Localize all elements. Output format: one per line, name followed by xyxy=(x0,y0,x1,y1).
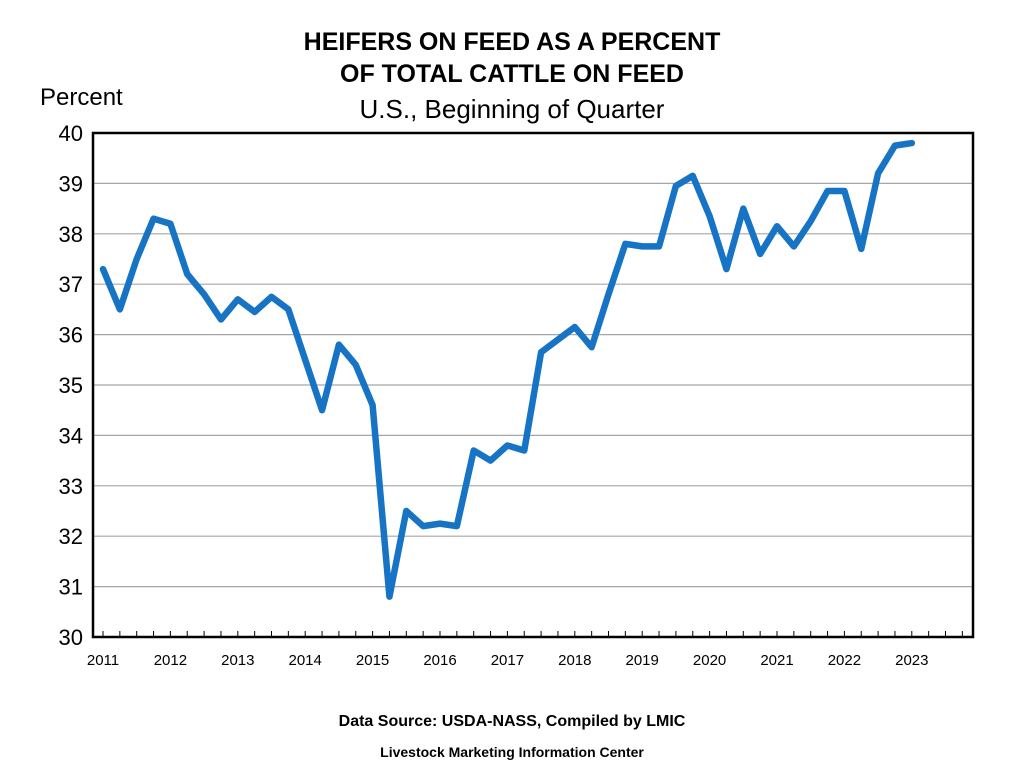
x-tick-label-2020: 2020 xyxy=(693,652,726,669)
data-point xyxy=(504,442,510,448)
y-tick-label-35: 35 xyxy=(59,373,83,398)
y-tick-label-36: 36 xyxy=(59,323,83,348)
data-point xyxy=(151,216,157,222)
x-tick-label-2014: 2014 xyxy=(289,652,322,669)
data-point xyxy=(302,357,308,363)
data-point xyxy=(285,306,291,312)
data-point xyxy=(707,213,713,219)
chart-title-line-1: HEIFERS ON FEED AS A PERCENT xyxy=(304,28,721,56)
data-point xyxy=(825,188,831,194)
data-point xyxy=(218,316,224,322)
data-point xyxy=(740,206,746,212)
x-tick-label-2022: 2022 xyxy=(828,652,861,669)
data-point xyxy=(791,243,797,249)
x-tick-label-2018: 2018 xyxy=(558,652,591,669)
y-tick-label-40: 40 xyxy=(59,121,83,146)
y-axis-ticks: 30 31 32 33 34 35 36 37 38 39 40 xyxy=(59,121,83,650)
data-point xyxy=(386,594,392,600)
series-line-0 xyxy=(99,139,916,600)
x-tick-label-2019: 2019 xyxy=(626,652,659,669)
data-point xyxy=(403,508,409,514)
data-point xyxy=(875,170,881,176)
data-point xyxy=(639,243,645,249)
data-point xyxy=(521,448,527,454)
data-point xyxy=(858,246,864,252)
data-point xyxy=(572,324,578,330)
y-axis-label: Percent xyxy=(40,84,123,111)
data-point xyxy=(252,309,258,315)
data-point xyxy=(353,362,359,368)
plot-frame xyxy=(91,131,975,639)
data-point xyxy=(134,256,140,262)
data-point xyxy=(841,188,847,194)
data-point xyxy=(606,291,611,297)
data-point xyxy=(538,349,544,355)
data-point xyxy=(808,218,814,224)
data-point xyxy=(454,523,460,529)
y-tick-label-37: 37 xyxy=(59,272,83,297)
data-point xyxy=(622,241,628,247)
y-tick-label-30: 30 xyxy=(59,625,83,650)
x-tick-label-2011: 2011 xyxy=(87,652,119,669)
data-point xyxy=(555,337,561,343)
series-layer xyxy=(99,139,916,600)
data-source-note: Data Source: USDA-NASS, Compiled by LMIC xyxy=(339,713,686,730)
data-point xyxy=(589,344,595,350)
x-tick-label-2015: 2015 xyxy=(356,652,389,669)
y-tick-label-33: 33 xyxy=(59,474,83,499)
chart-subtitle: U.S., Beginning of Quarter xyxy=(360,94,665,124)
data-point xyxy=(723,266,729,272)
y-tick-label-39: 39 xyxy=(59,171,83,196)
data-point xyxy=(201,291,207,297)
x-tick-label-2021: 2021 xyxy=(760,652,793,669)
x-tick-label-2023: 2023 xyxy=(895,652,928,669)
data-point xyxy=(370,402,376,408)
data-point xyxy=(100,266,106,272)
x-tick-label-2012: 2012 xyxy=(154,652,187,669)
data-point xyxy=(757,251,763,257)
data-point xyxy=(437,521,443,527)
data-point xyxy=(420,523,426,529)
organization-name: Livestock Marketing Information Center xyxy=(380,744,644,760)
data-point xyxy=(319,407,325,413)
chart-title-line-2: OF TOTAL CATTLE ON FEED xyxy=(340,60,684,88)
data-point xyxy=(488,458,494,464)
data-point xyxy=(909,140,915,146)
x-tick-label-2017: 2017 xyxy=(491,652,524,669)
data-point xyxy=(673,183,679,189)
x-tick-label-2016: 2016 xyxy=(423,652,456,669)
y-tick-label-31: 31 xyxy=(59,575,83,600)
y-tick-label-38: 38 xyxy=(59,222,83,247)
data-point xyxy=(167,221,173,227)
x-axis-ticks: 2011 2012 2013 2014 2015 2016 2017 2018 2019 2020… xyxy=(87,631,963,669)
data-point xyxy=(774,223,780,229)
y-tick-label-34: 34 xyxy=(59,423,83,448)
y-tick-label-32: 32 xyxy=(59,524,83,549)
data-point xyxy=(336,342,342,348)
data-point xyxy=(269,294,274,300)
data-point xyxy=(117,306,123,312)
x-tick-label-2013: 2013 xyxy=(221,652,254,669)
data-point xyxy=(471,448,477,454)
data-point xyxy=(690,173,696,179)
data-point xyxy=(235,296,241,302)
data-point xyxy=(892,143,898,149)
data-point xyxy=(184,271,190,277)
data-point xyxy=(656,243,662,249)
